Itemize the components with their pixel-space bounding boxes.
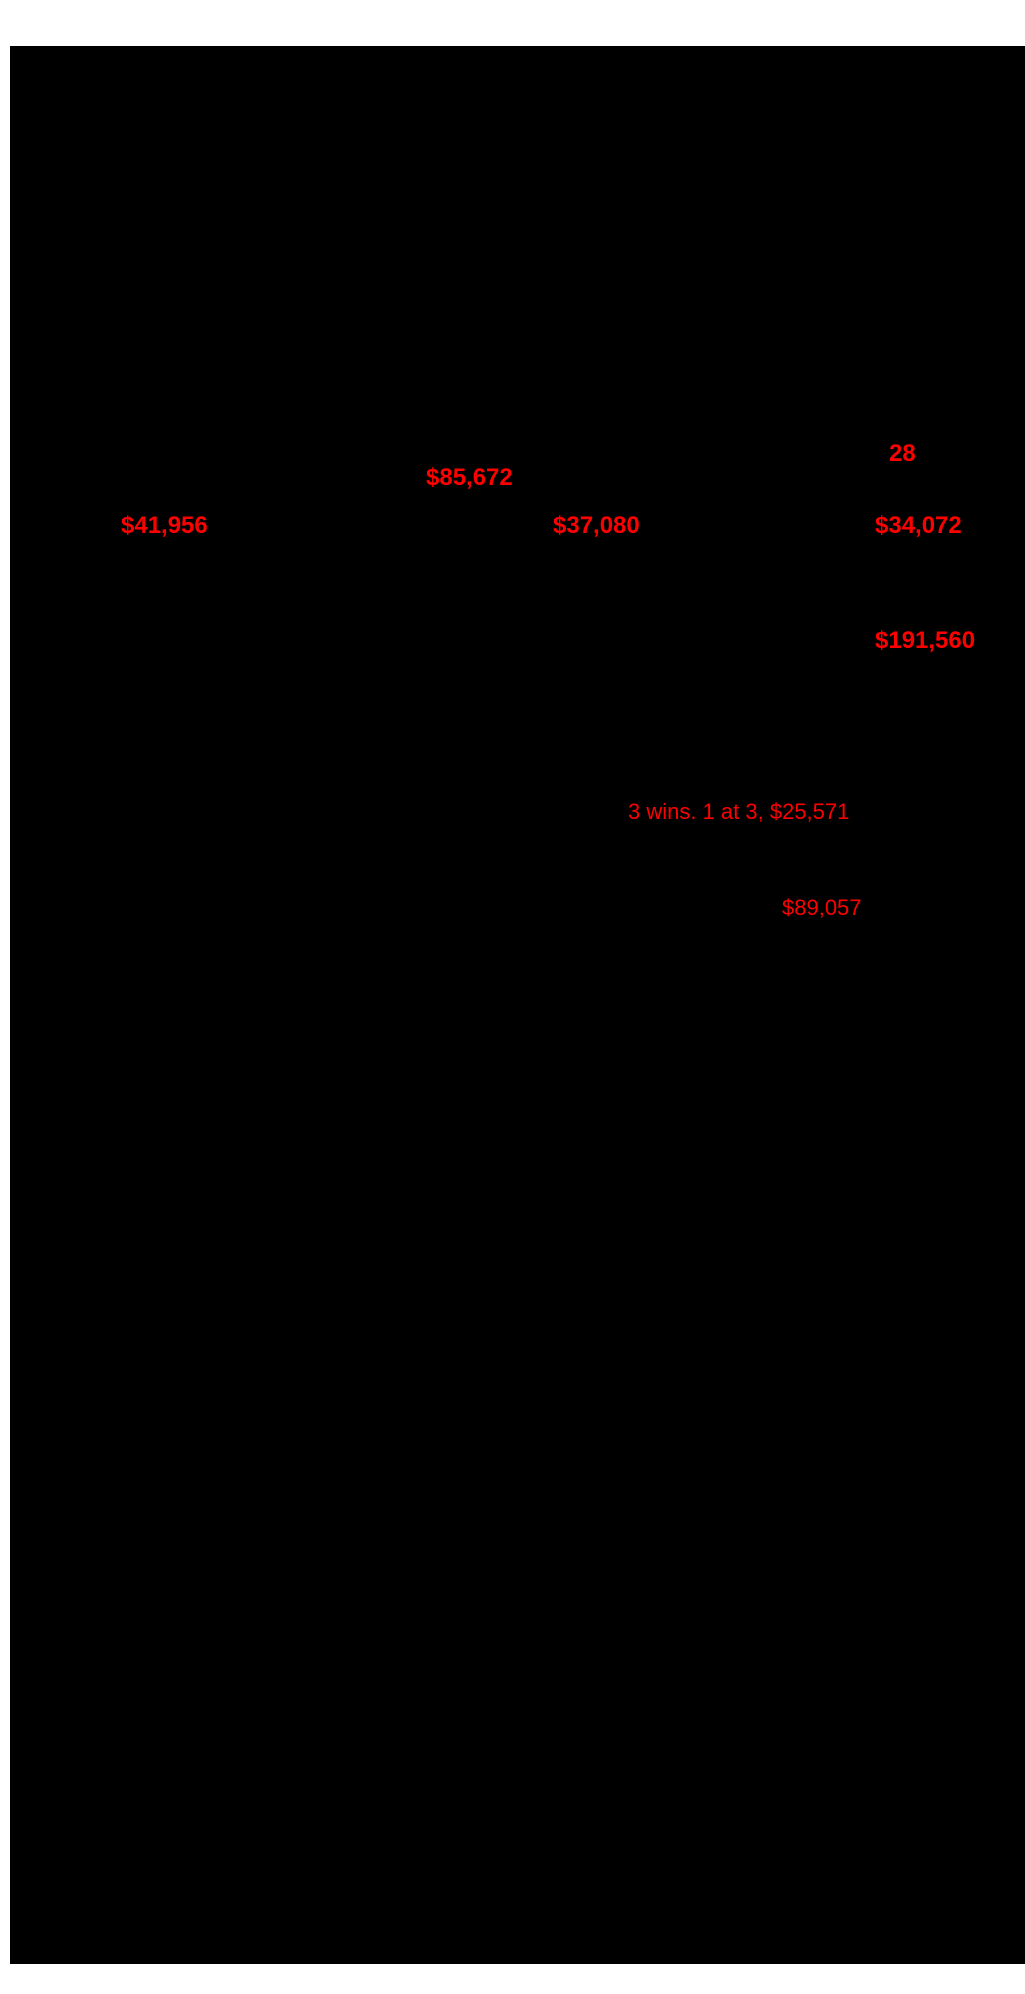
earnings-annotation-41956: $41,956 <box>121 512 208 539</box>
earnings-annotation-34072: $34,072 <box>875 512 962 539</box>
earnings-annotation-37080: $37,080 <box>553 512 640 539</box>
document-canvas <box>10 46 1025 1964</box>
earnings-total-annotation: $191,560 <box>875 627 976 654</box>
earnings-annotation-89057: $89,057 <box>782 895 862 920</box>
starts-count-annotation: 28 <box>889 440 916 467</box>
earnings-annotation-85672: $85,672 <box>426 464 513 491</box>
wins-note-annotation: 3 wins. 1 at 3, $25,571 <box>628 799 850 824</box>
